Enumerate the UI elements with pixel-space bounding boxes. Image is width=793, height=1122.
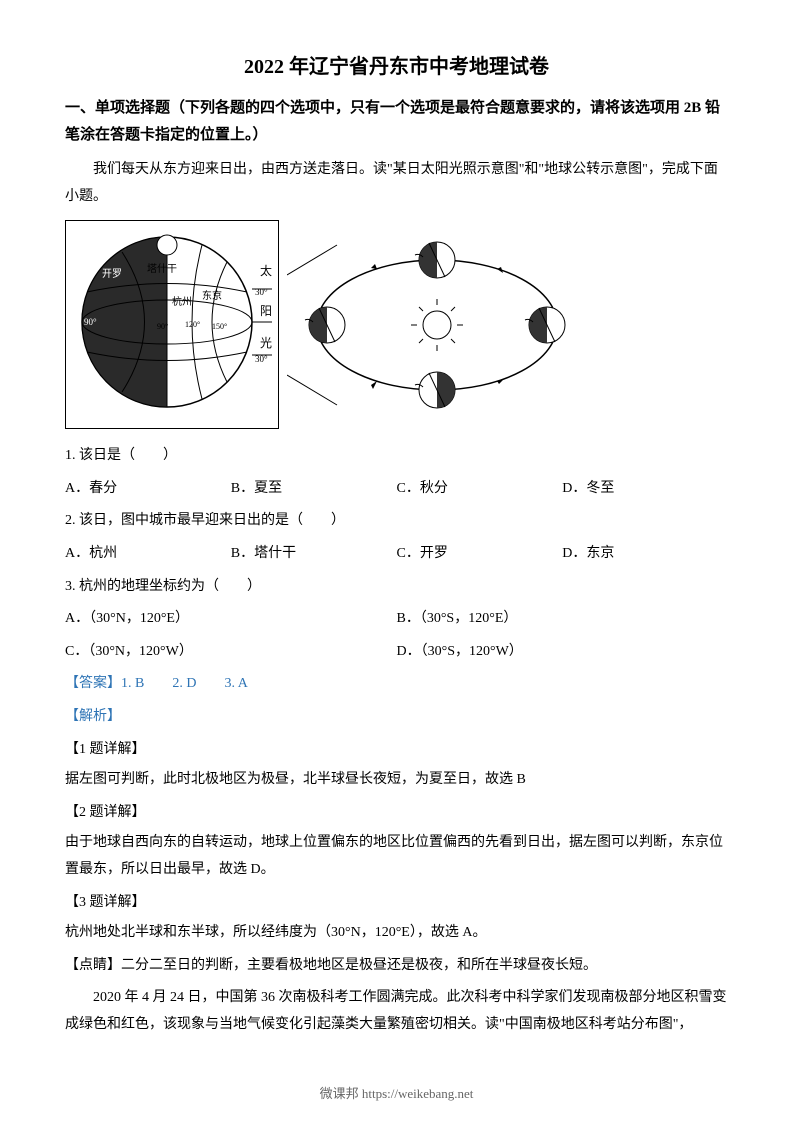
svg-text:阳: 阳: [260, 304, 272, 318]
q1-stem: 1. 该日是（ ）: [65, 443, 728, 470]
q2-options: A．杭州 B．塔什干 C．开罗 D．东京: [65, 541, 728, 568]
q3-opt-b: B．（30°S，120°E）: [397, 606, 729, 633]
globe-figure: 开罗 塔什干 杭州 东京 90° 30° 120° 150° 90° 30° 太…: [65, 220, 279, 429]
orbit-earth-left: [305, 307, 345, 343]
footer-text: 微课邦 https://weikebang.net: [0, 1083, 793, 1102]
q1-opt-a: A．春分: [65, 476, 231, 503]
q2-stem: 2. 该日，图中城市最早迎来日出的是（ ）: [65, 508, 728, 535]
q3-stem: 3. 杭州的地理坐标约为（ ）: [65, 574, 728, 601]
orbit-earth-bottom: [415, 372, 455, 408]
q1-opt-c: C．秋分: [397, 476, 563, 503]
detail1-text: 据左图可判断，此时北极地区为极昼，北半球昼长夜短，为夏至日，故选 B: [65, 767, 728, 794]
analysis-label: 【解析】: [65, 704, 728, 731]
intro-paragraph: 我们每天从东方迎来日出，由西方送走落日。读"某日太阳光照示意图"和"地球公转示意…: [65, 157, 728, 210]
q3-options-row2: C．（30°N，120°W） D．（30°S，120°W）: [65, 639, 728, 666]
svg-text:光: 光: [260, 336, 272, 350]
q2-opt-c: C．开罗: [397, 541, 563, 568]
orbit-earth-right: [525, 307, 565, 343]
passage2: 2020 年 4 月 24 日，中国第 36 次南极科考工作圆满完成。此次科考中…: [65, 985, 728, 1038]
q1-opt-b: B．夏至: [231, 476, 397, 503]
answer-line: 【答案】1. B 2. D 3. A: [65, 671, 728, 698]
detail2-header: 【2 题详解】: [65, 800, 728, 827]
q1-options: A．春分 B．夏至 C．秋分 D．冬至: [65, 476, 728, 503]
answer-1: 1. B: [121, 676, 144, 691]
svg-text:开罗: 开罗: [102, 268, 122, 280]
q3-opt-a: A．（30°N，120°E）: [65, 606, 397, 633]
svg-text:塔什干: 塔什干: [147, 262, 177, 275]
q2-opt-a: A．杭州: [65, 541, 231, 568]
answer-label: 【答案】: [65, 676, 121, 691]
q2-opt-b: B．塔什干: [231, 541, 397, 568]
answer-3: 3. A: [224, 676, 247, 691]
q2-opt-d: D．东京: [562, 541, 728, 568]
section-header: 一、单项选择题（下列各题的四个选项中，只有一个选项是最符合题意要求的，请将该选项…: [65, 95, 728, 149]
svg-text:90°: 90°: [84, 317, 97, 327]
svg-text:150°: 150°: [212, 322, 227, 331]
q3-opt-d: D．（30°S，120°W）: [397, 639, 729, 666]
page-title: 2022 年辽宁省丹东市中考地理试卷: [65, 50, 728, 79]
figure-container: 开罗 塔什干 杭州 东京 90° 30° 120° 150° 90° 30° 太…: [65, 220, 728, 429]
orbit-earth-top: [415, 242, 455, 278]
q3-opt-c: C．（30°N，120°W）: [65, 639, 397, 666]
svg-text:杭州: 杭州: [172, 295, 192, 308]
detail1-header: 【1 题详解】: [65, 737, 728, 764]
svg-text:120°: 120°: [185, 320, 200, 329]
answer-2: 2. D: [172, 676, 196, 691]
svg-text:太: 太: [260, 263, 272, 278]
svg-text:90°: 90°: [157, 322, 168, 331]
detail2-text: 由于地球自西向东的自转运动，地球上位置偏东的地区比位置偏西的先看到日出，据左图可…: [65, 830, 728, 883]
dianjing-text: 【点睛】二分二至日的判断，主要看极地地区是极昼还是极夜，和所在半球昼夜长短。: [65, 953, 728, 980]
detail3-text: 杭州地处北半球和东半球，所以经纬度为（30°N，120°E），故选 A。: [65, 920, 728, 947]
q1-opt-d: D．冬至: [562, 476, 728, 503]
detail3-header: 【3 题详解】: [65, 890, 728, 917]
svg-text:东京: 东京: [202, 289, 222, 302]
globe-svg: 开罗 塔什干 杭州 东京 90° 30° 120° 150° 90° 30° 太…: [72, 227, 272, 417]
orbit-svg: [287, 235, 567, 415]
q3-options-row1: A．（30°N，120°E） B．（30°S，120°E）: [65, 606, 728, 633]
